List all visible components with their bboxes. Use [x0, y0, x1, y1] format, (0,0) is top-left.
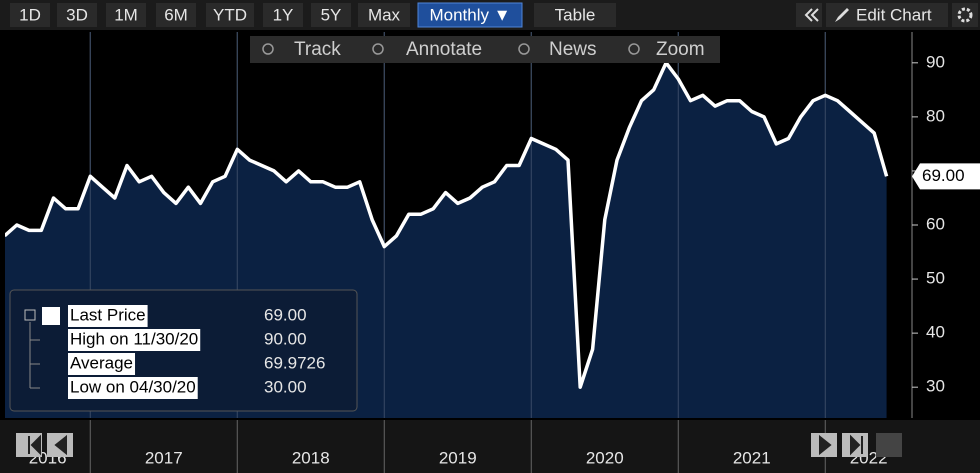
legend-label: High on 11/30/20	[70, 329, 198, 348]
range-button-label: 6M	[164, 5, 188, 24]
y-tick-label: 40	[926, 323, 945, 342]
tool-icon	[518, 43, 530, 55]
settings-icon	[957, 7, 973, 23]
edit-button[interactable]	[826, 3, 948, 27]
legend-label: Low on 04/30/20	[70, 377, 196, 396]
frequency-label: Monthly ▼	[429, 5, 510, 24]
table-button[interactable]	[534, 3, 616, 27]
x-tick-label: 2018	[292, 448, 330, 467]
last-price-tag	[912, 163, 980, 190]
price-line	[5, 61, 889, 389]
frequency-button[interactable]	[417, 2, 523, 28]
range-button-label: YTD	[213, 5, 247, 24]
legend-label: Last Price	[70, 305, 146, 324]
x-tick-label: 2017	[145, 448, 183, 467]
range-button[interactable]	[156, 3, 196, 27]
nav-button[interactable]	[876, 433, 902, 457]
range-button-label: 1M	[114, 5, 138, 24]
tool-label[interactable]: News	[549, 39, 597, 60]
last-price-label: 69.00	[922, 166, 965, 185]
tools-bar	[250, 36, 720, 63]
range-button-label: Max	[368, 5, 401, 24]
range-button-label: 1Y	[273, 5, 294, 24]
collapse-button[interactable]	[796, 3, 822, 27]
range-button[interactable]	[358, 3, 410, 27]
tool-label[interactable]: Annotate	[406, 39, 482, 60]
tool-label[interactable]: Track	[294, 39, 341, 60]
legend-swatch	[42, 307, 60, 325]
range-button-label: 1D	[19, 5, 41, 24]
tool-label[interactable]: Zoom	[656, 39, 705, 60]
range-button[interactable]	[10, 3, 50, 27]
x-tick-label: 2019	[439, 448, 477, 467]
range-button[interactable]	[206, 3, 254, 27]
collapse-icon	[804, 8, 819, 22]
legend-value: 30.00	[264, 377, 307, 396]
pencil-icon	[835, 8, 849, 22]
legend-label-bg	[68, 329, 201, 351]
legend-value: 69.00	[264, 305, 307, 324]
legend-tree	[29, 322, 40, 389]
legend-label: Average	[70, 353, 133, 372]
range-button-label: 5Y	[321, 5, 342, 24]
tool-icon	[262, 43, 274, 55]
x-tick-label: 2020	[586, 448, 624, 467]
edit-label: Edit Chart	[856, 5, 932, 24]
x-tick-label: 2021	[733, 448, 771, 467]
y-tick-label: 80	[926, 106, 945, 125]
legend-value: 69.9726	[264, 353, 325, 372]
legend-label-bg	[68, 353, 136, 375]
legend-value: 90.00	[264, 329, 307, 348]
table-label: Table	[555, 5, 596, 24]
range-button[interactable]	[311, 3, 351, 27]
y-tick-label: 30	[926, 377, 945, 396]
legend-collapse	[24, 309, 36, 321]
range-button-label: 3D	[66, 5, 88, 24]
nav-icon	[850, 434, 863, 456]
tool-icon	[628, 43, 640, 55]
tool-icon	[372, 43, 384, 55]
nav-icon	[28, 434, 41, 456]
nav-icon	[54, 434, 67, 456]
legend-label-bg	[68, 305, 148, 327]
range-button[interactable]	[263, 3, 303, 27]
y-tick-label: 90	[926, 52, 945, 71]
y-tick-label: 60	[926, 214, 945, 233]
range-button[interactable]	[106, 3, 146, 27]
legend-label-bg	[68, 377, 198, 399]
nav-icon	[819, 434, 832, 456]
settings-button[interactable]	[952, 3, 978, 27]
range-button[interactable]	[57, 3, 97, 27]
y-tick-label: 50	[926, 269, 945, 288]
